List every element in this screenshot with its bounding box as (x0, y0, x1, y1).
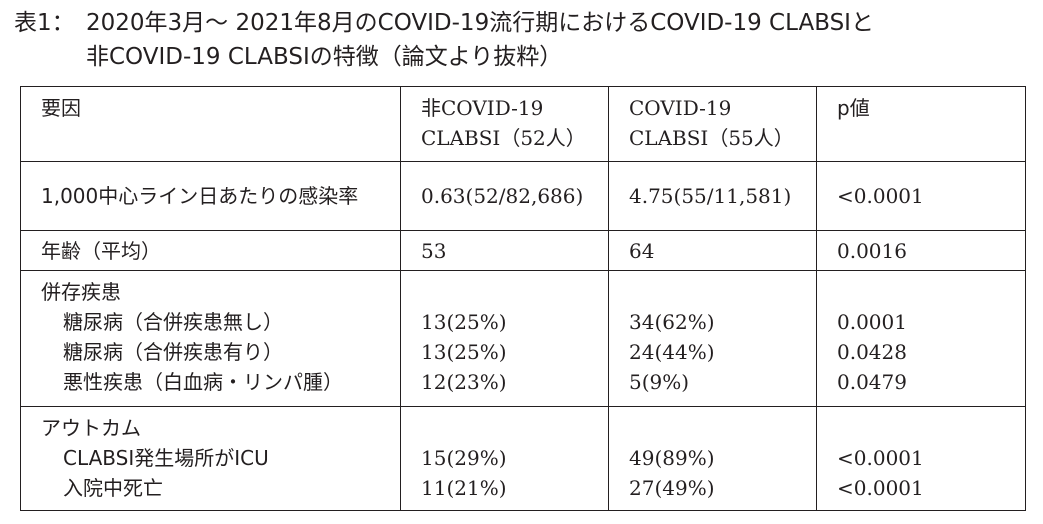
header-p-cell: p値 (816, 86, 1026, 162)
comorbidity-covid-value: 24(44%) (629, 340, 715, 364)
comorbidity-noncovid-value: 13(25%) (421, 310, 507, 334)
comorbidity-label-cell: 併存疾患 糖尿病（合併疾患無し） 糖尿病（合併疾患有り） 悪性疾患（白血病・リン… (20, 270, 401, 407)
infection-rate-noncovid-cell: 0.63(52/82,686) (400, 161, 609, 231)
comorbidity-heading: 併存疾患 (41, 280, 121, 304)
infection-rate-p-cell: <0.0001 (816, 161, 1026, 231)
caption-title-line-1: 2020年3月～ 2021年8月のCOVID-19流行期におけるCOVID-19… (86, 10, 874, 36)
table-caption: 表1： 2020年3月～ 2021年8月のCOVID-19流行期におけるCOVID… (14, 6, 874, 74)
table-header-row: 要因 非COVID-19 CLABSI（52人） COVID-19 CLABSI… (20, 86, 1026, 162)
outcome-label-cell: アウトカム CLABSI発生場所がICU 入院中死亡 (20, 406, 401, 511)
comorbidity-row-label: 糖尿病（合併疾患無し） (63, 310, 283, 334)
header-covid-line-1: COVID-19 (629, 96, 732, 120)
infection-rate-covid: 4.75(55/11,581) (629, 184, 792, 208)
comorbidity-p-cell: 0.0001 0.0428 0.0479 (816, 270, 1026, 407)
header-factor: 要因 (41, 96, 81, 120)
outcome-noncovid-cell: 15(29%) 11(21%) (400, 406, 609, 511)
header-factor-cell: 要因 (20, 86, 401, 162)
age-label: 年齢（平均） (41, 238, 161, 263)
header-noncovid-line-1: 非COVID-19 (421, 96, 544, 120)
comorbidity-covid-value: 5(9%) (629, 370, 690, 394)
infection-rate-noncovid: 0.63(52/82,686) (421, 184, 584, 208)
infection-rate-p-value: <0.0001 (837, 184, 924, 208)
outcome-covid-cell: 49(89%) 27(49%) (608, 406, 817, 511)
age-p-cell: 0.0016 (816, 230, 1026, 271)
age-p-value: 0.0016 (837, 238, 907, 263)
comorbidity-noncovid-cell: 13(25%) 13(25%) 12(23%) (400, 270, 609, 407)
caption-title-line-2: 非COVID-19 CLABSIの特徴（論文より抜粋） (86, 44, 563, 70)
outcome-p-value: <0.0001 (837, 476, 924, 500)
comorbidity-row-label: 悪性疾患（白血病・リンパ腫） (63, 370, 343, 394)
comorbidity-covid-cell: 34(62%) 24(44%) 5(9%) (608, 270, 817, 407)
outcome-covid-value: 27(49%) (629, 476, 715, 500)
outcome-p-cell: <0.0001 <0.0001 (816, 406, 1026, 511)
comorbidity-p-value: 0.0428 (837, 340, 907, 364)
outcome-row-label: CLABSI発生場所がICU (63, 446, 269, 470)
infection-rate-covid-cell: 4.75(55/11,581) (608, 161, 817, 231)
table-row-age: 年齢（平均） 53 64 0.0016 (20, 230, 1026, 271)
outcome-row-label: 入院中死亡 (63, 476, 163, 500)
comorbidity-row-label: 糖尿病（合併疾患有り） (63, 340, 283, 364)
outcome-noncovid-value: 11(21%) (421, 476, 507, 500)
outcome-heading: アウトカム (41, 416, 141, 440)
comorbidity-covid-value: 34(62%) (629, 310, 715, 334)
caption-line-1: 表1： 2020年3月～ 2021年8月のCOVID-19流行期におけるCOVID… (14, 6, 874, 40)
caption-label: 表1： (14, 10, 75, 36)
header-p-value: p値 (837, 96, 870, 120)
table-row-comorbidity: 併存疾患 糖尿病（合併疾患無し） 糖尿病（合併疾患有り） 悪性疾患（白血病・リン… (20, 270, 1026, 407)
age-covid-cell: 64 (608, 230, 817, 271)
age-label-cell: 年齢（平均） (20, 230, 401, 271)
infection-rate-label-cell: 1,000中心ライン日あたりの感染率 (20, 161, 401, 231)
comorbidity-p-value: 0.0001 (837, 310, 907, 334)
clabsi-comparison-table: 要因 非COVID-19 CLABSI（52人） COVID-19 CLABSI… (20, 86, 1026, 511)
header-noncovid-line-2: CLABSI（52人） (421, 126, 586, 150)
header-covid-line-2: CLABSI（55人） (629, 126, 794, 150)
outcome-noncovid-value: 15(29%) (421, 446, 507, 470)
age-noncovid: 53 (421, 238, 447, 263)
header-covid-cell: COVID-19 CLABSI（55人） (608, 86, 817, 162)
header-noncovid-cell: 非COVID-19 CLABSI（52人） (400, 86, 609, 162)
age-covid: 64 (629, 238, 655, 263)
comorbidity-noncovid-value: 13(25%) (421, 340, 507, 364)
infection-rate-label: 1,000中心ライン日あたりの感染率 (41, 184, 359, 208)
age-noncovid-cell: 53 (400, 230, 609, 271)
table-row-outcome: アウトカム CLABSI発生場所がICU 入院中死亡 15(29%) 11(21… (20, 406, 1026, 511)
table-row-infection-rate: 1,000中心ライン日あたりの感染率 0.63(52/82,686) 4.75(… (20, 161, 1026, 231)
outcome-p-value: <0.0001 (837, 446, 924, 470)
comorbidity-p-value: 0.0479 (837, 370, 907, 394)
comorbidity-noncovid-value: 12(23%) (421, 370, 507, 394)
outcome-covid-value: 49(89%) (629, 446, 715, 470)
